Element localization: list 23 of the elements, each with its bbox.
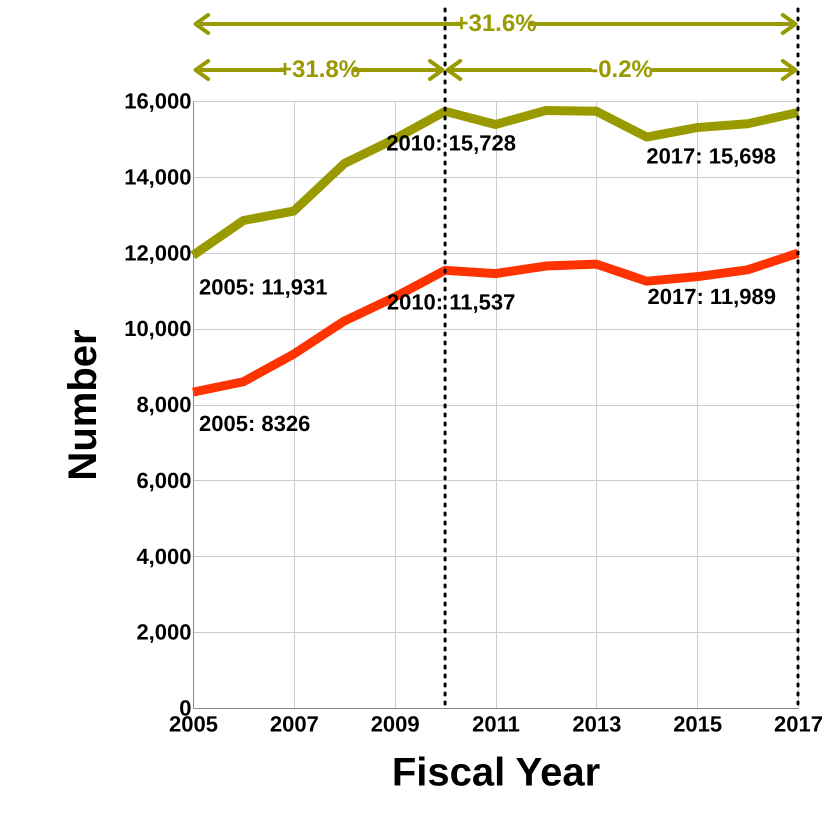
annotation: 2005: 11,931 (199, 274, 328, 300)
x-tick-label: 2017 (774, 712, 823, 736)
y-tick-label: 4,000 (136, 544, 192, 569)
text: -0.2% (590, 56, 653, 83)
annotation: 2005: 8326 (199, 411, 310, 436)
annotation: 2010: 15,728 (386, 130, 516, 156)
y-tick-label: 6,000 (136, 468, 192, 493)
x-tick-label: 2007 (270, 712, 319, 736)
x-tick-label: 2013 (572, 712, 622, 736)
annotation: 2017: 11,989 (648, 284, 776, 310)
x-tick-label: 2015 (673, 712, 722, 736)
y-tick-label: 12,000 (124, 240, 192, 266)
y-tick-label: 8,000 (136, 392, 192, 417)
y-tick-label: 14,000 (124, 164, 192, 190)
y-axis-title: Number (61, 329, 106, 481)
y-tick-label: 2,000 (136, 620, 192, 645)
y-tick-label: 10,000 (124, 316, 192, 342)
annotation: 2017: 15,698 (646, 143, 776, 168)
x-axis-title: Fiscal Year (392, 750, 600, 794)
x-tick-label: 2011 (472, 712, 520, 736)
y-tick-label: 16,000 (124, 88, 192, 114)
annotation: 2010: 11,537 (386, 289, 516, 314)
x-tick-label: 2009 (370, 712, 420, 736)
